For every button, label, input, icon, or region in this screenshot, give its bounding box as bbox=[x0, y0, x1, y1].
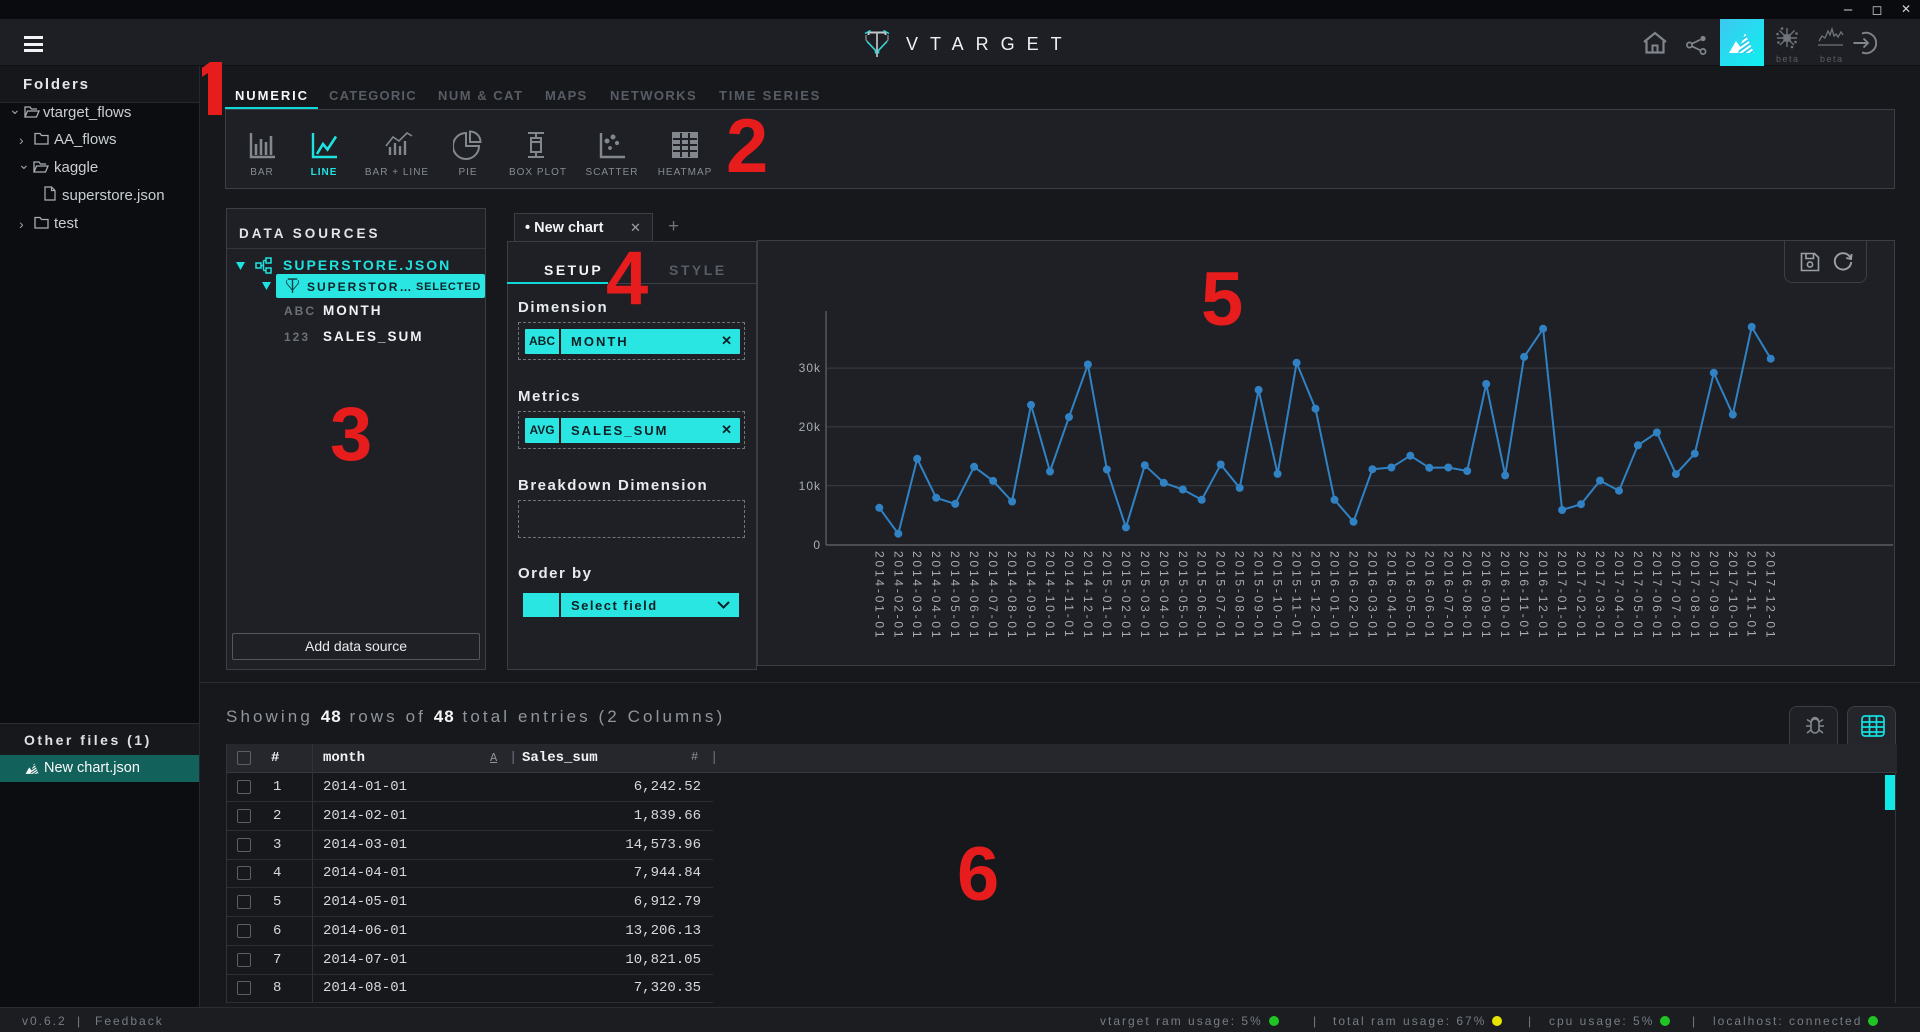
svg-text:2015-07-01: 2015-07-01 bbox=[1214, 551, 1228, 640]
svg-text:2016-07-01: 2016-07-01 bbox=[1441, 551, 1455, 640]
svg-text:2016-05-01: 2016-05-01 bbox=[1403, 551, 1417, 640]
svg-text:2014-03-01: 2014-03-01 bbox=[910, 551, 924, 640]
svg-text:2014-01-01: 2014-01-01 bbox=[872, 551, 886, 640]
svg-text:2016-11-01: 2016-11-01 bbox=[1517, 551, 1531, 640]
svg-text:2017-01-01: 2017-01-01 bbox=[1555, 551, 1569, 640]
svg-text:2014-04-01: 2014-04-01 bbox=[929, 551, 943, 640]
svg-text:2016-12-01: 2016-12-01 bbox=[1536, 551, 1550, 640]
svg-text:2016-04-01: 2016-04-01 bbox=[1384, 551, 1398, 640]
svg-text:2014-05-01: 2014-05-01 bbox=[948, 551, 962, 640]
svg-text:2017-09-01: 2017-09-01 bbox=[1707, 551, 1721, 640]
svg-text:2015-01-01: 2015-01-01 bbox=[1100, 551, 1114, 640]
svg-text:2015-10-01: 2015-10-01 bbox=[1271, 551, 1285, 640]
svg-text:30k: 30k bbox=[799, 361, 821, 375]
svg-text:10k: 10k bbox=[799, 479, 821, 493]
svg-text:2017-03-01: 2017-03-01 bbox=[1593, 551, 1607, 640]
svg-text:2014-02-01: 2014-02-01 bbox=[891, 551, 905, 640]
svg-text:2016-02-01: 2016-02-01 bbox=[1347, 551, 1361, 640]
svg-text:2016-08-01: 2016-08-01 bbox=[1460, 551, 1474, 640]
svg-text:2014-08-01: 2014-08-01 bbox=[1005, 551, 1019, 640]
svg-text:2014-09-01: 2014-09-01 bbox=[1024, 551, 1038, 640]
svg-text:2017-02-01: 2017-02-01 bbox=[1574, 551, 1588, 640]
svg-text:2015-12-01: 2015-12-01 bbox=[1309, 551, 1323, 640]
svg-text:2015-08-01: 2015-08-01 bbox=[1233, 551, 1247, 640]
svg-text:2015-09-01: 2015-09-01 bbox=[1252, 551, 1266, 640]
svg-text:2016-09-01: 2016-09-01 bbox=[1479, 551, 1493, 640]
svg-text:2014-06-01: 2014-06-01 bbox=[967, 551, 981, 640]
svg-text:2017-05-01: 2017-05-01 bbox=[1631, 551, 1645, 640]
svg-text:2015-03-01: 2015-03-01 bbox=[1138, 551, 1152, 640]
svg-text:2017-12-01: 2017-12-01 bbox=[1764, 551, 1778, 640]
svg-text:2015-11-01: 2015-11-01 bbox=[1290, 551, 1304, 640]
svg-text:2014-12-01: 2014-12-01 bbox=[1081, 551, 1095, 640]
svg-text:2016-03-01: 2016-03-01 bbox=[1365, 551, 1379, 640]
svg-text:2015-02-01: 2015-02-01 bbox=[1119, 551, 1133, 640]
svg-text:2017-11-01: 2017-11-01 bbox=[1745, 551, 1759, 640]
svg-text:2017-04-01: 2017-04-01 bbox=[1612, 551, 1626, 640]
svg-text:2016-10-01: 2016-10-01 bbox=[1498, 551, 1512, 640]
svg-text:2014-11-01: 2014-11-01 bbox=[1062, 551, 1076, 640]
svg-text:2015-06-01: 2015-06-01 bbox=[1195, 551, 1209, 640]
svg-text:0: 0 bbox=[813, 538, 821, 552]
svg-text:2017-06-01: 2017-06-01 bbox=[1650, 551, 1664, 640]
svg-text:2017-07-01: 2017-07-01 bbox=[1669, 551, 1683, 640]
svg-text:2017-10-01: 2017-10-01 bbox=[1726, 551, 1740, 640]
svg-text:2015-05-01: 2015-05-01 bbox=[1176, 551, 1190, 640]
svg-text:2014-07-01: 2014-07-01 bbox=[986, 551, 1000, 640]
svg-text:2017-08-01: 2017-08-01 bbox=[1688, 551, 1702, 640]
svg-text:2015-04-01: 2015-04-01 bbox=[1157, 551, 1171, 640]
svg-text:20k: 20k bbox=[799, 420, 821, 434]
svg-text:2016-01-01: 2016-01-01 bbox=[1328, 551, 1342, 640]
svg-text:2014-10-01: 2014-10-01 bbox=[1043, 551, 1057, 640]
svg-text:2016-06-01: 2016-06-01 bbox=[1422, 551, 1436, 640]
